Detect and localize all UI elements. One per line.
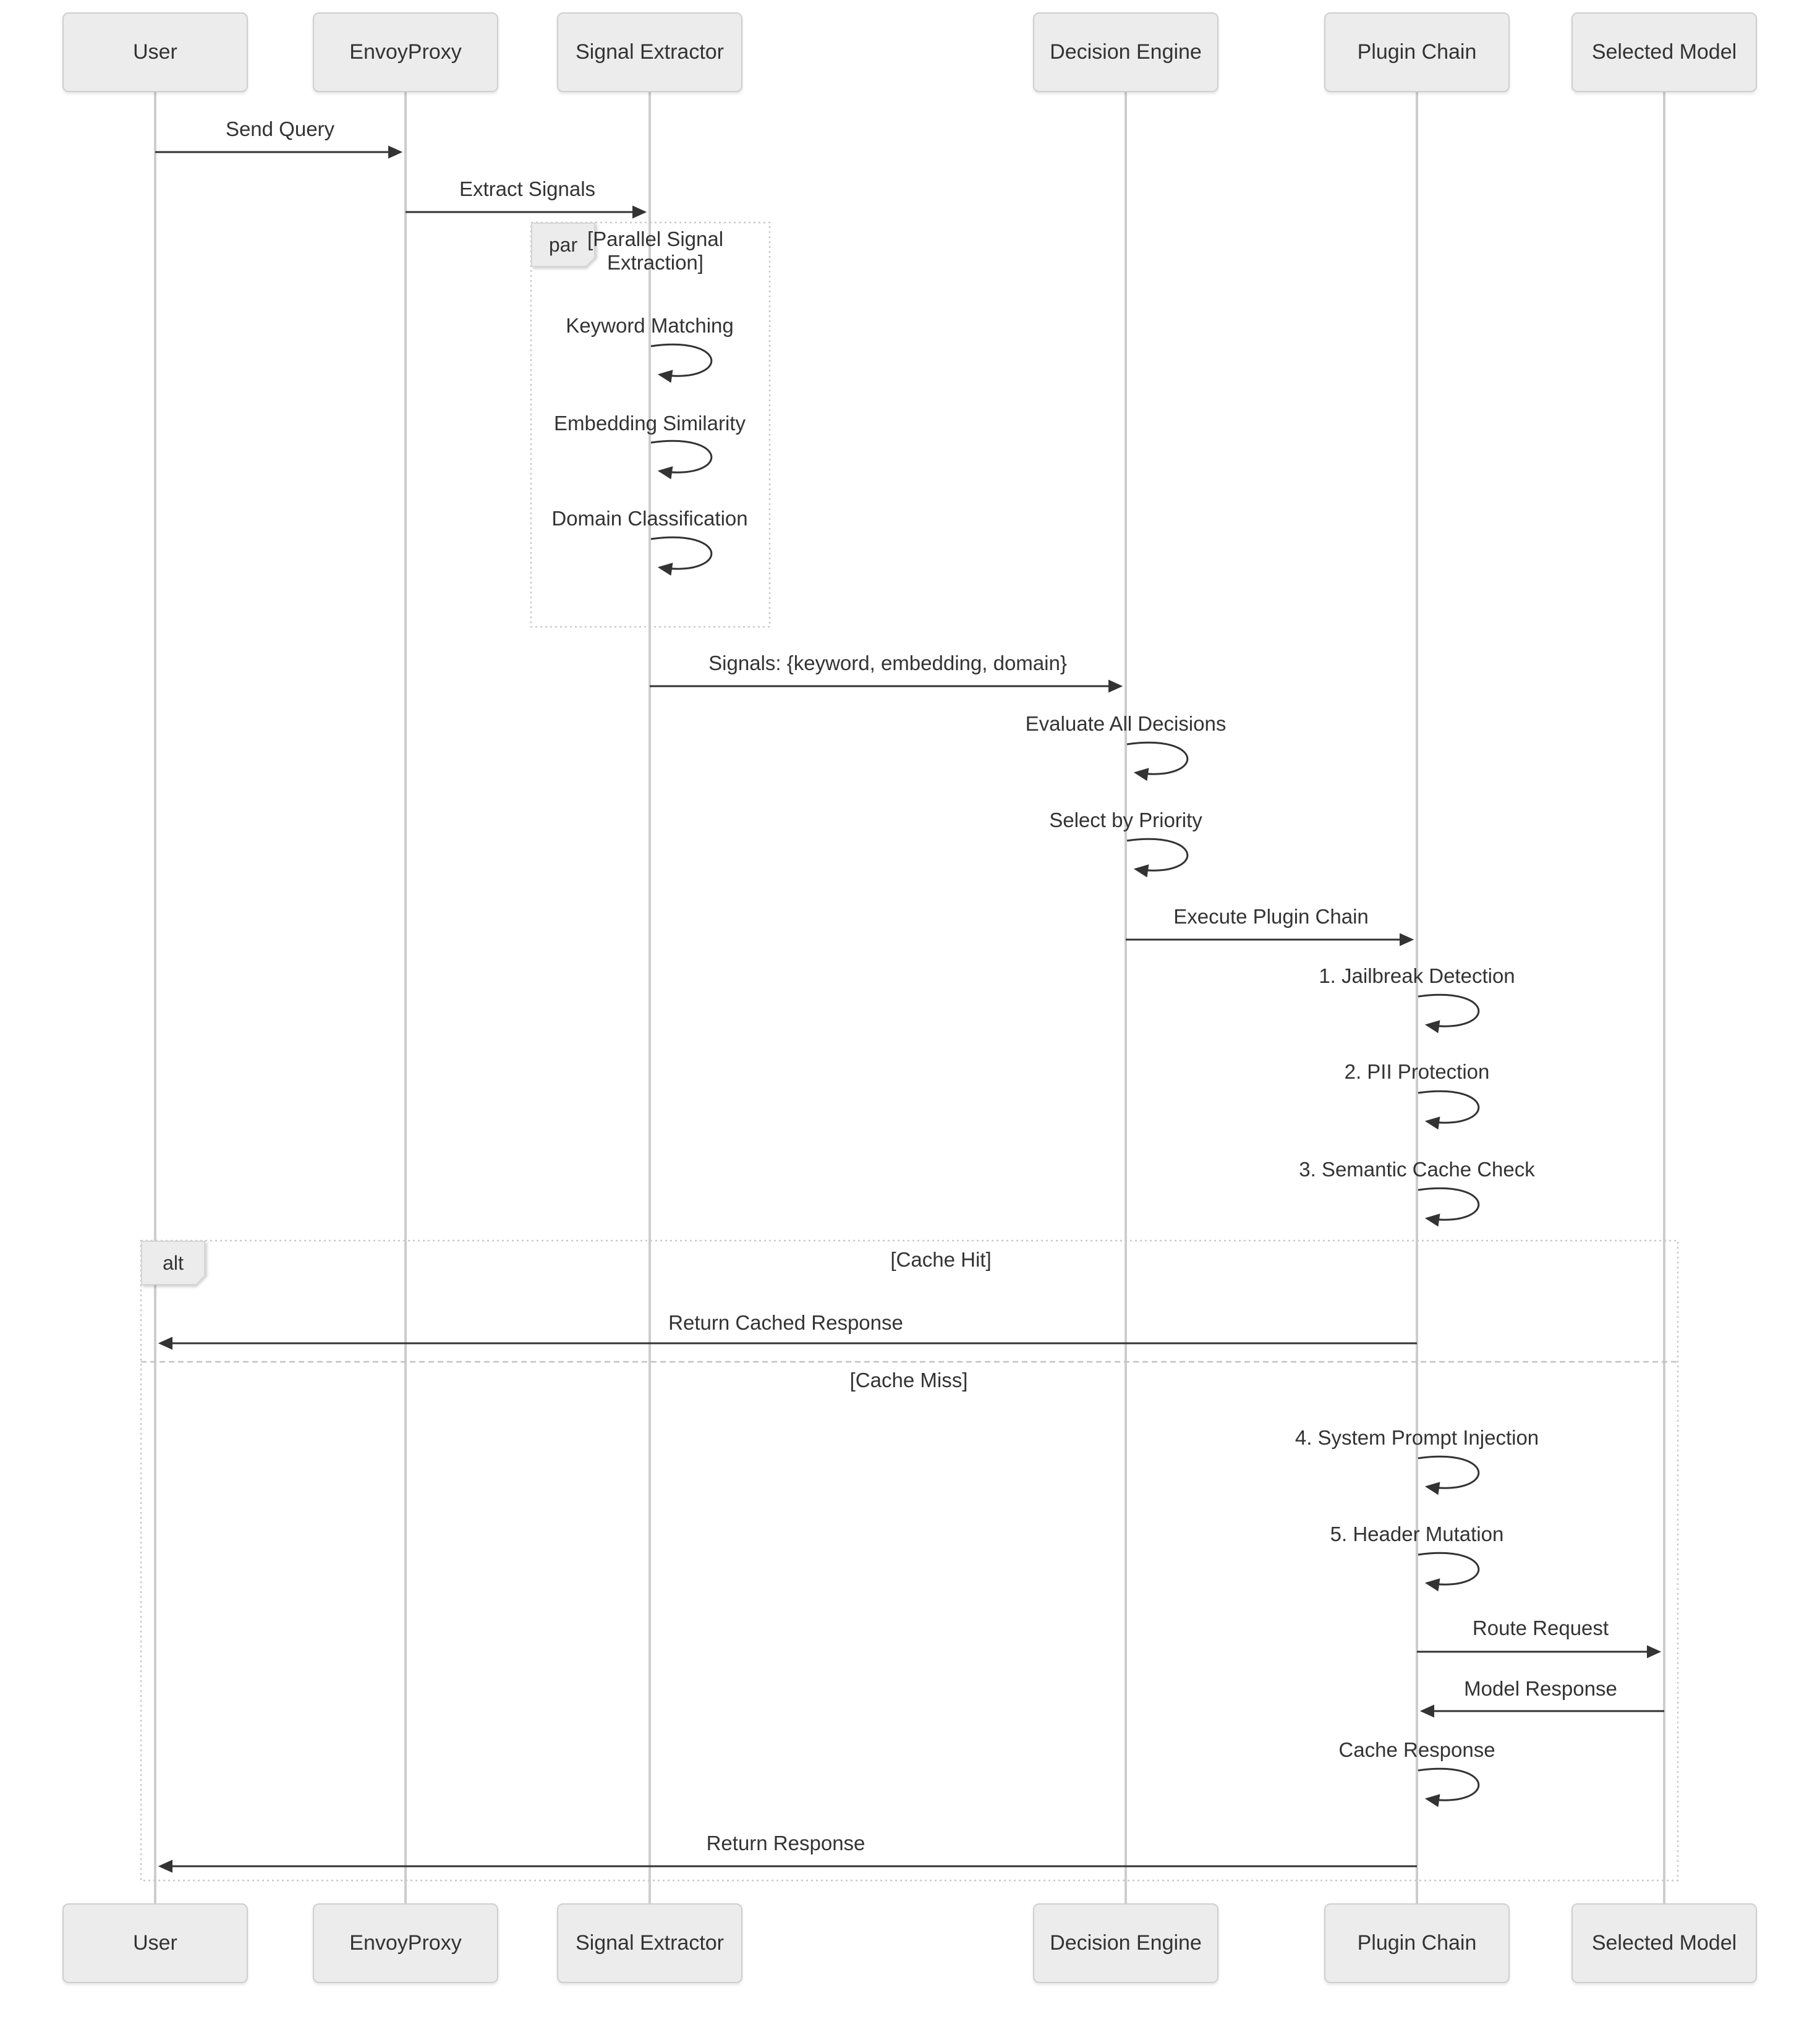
message-label-cache-response: Cache Response bbox=[1338, 1738, 1495, 1761]
self-arrow-embedding-similarity bbox=[650, 440, 713, 480]
actor-label: Signal Extractor bbox=[576, 40, 724, 64]
actor-label: Plugin Chain bbox=[1357, 1931, 1477, 1955]
message-label-evaluate-all-decisions: Evaluate All Decisions bbox=[1025, 712, 1227, 735]
actor-label: Selected Model bbox=[1591, 1931, 1737, 1955]
actor-top-plugin-chain: Plugin Chain bbox=[1324, 12, 1510, 92]
actor-bottom-plugin-chain: Plugin Chain bbox=[1324, 1903, 1510, 1983]
message-label-select-by-priority: Select by Priority bbox=[1049, 809, 1202, 831]
alt-fragment-label: alt bbox=[141, 1241, 205, 1285]
actor-bottom-decision-engine: Decision Engine bbox=[1033, 1903, 1218, 1983]
alt-condition-cache-hit: [Cache Hit] bbox=[890, 1248, 992, 1271]
actor-label: EnvoyProxy bbox=[349, 1931, 462, 1955]
actor-label: User bbox=[133, 1931, 177, 1955]
message-label-keyword-matching: Keyword Matching bbox=[566, 314, 734, 337]
actor-top-selected-model: Selected Model bbox=[1571, 12, 1757, 92]
actor-label: Decision Engine bbox=[1050, 1931, 1202, 1955]
self-arrow-evaluate-all-decisions bbox=[1126, 741, 1189, 781]
actor-label: Decision Engine bbox=[1050, 40, 1202, 64]
message-label-extract-signals: Extract Signals bbox=[459, 177, 596, 200]
actor-bottom-user: User bbox=[62, 1903, 248, 1983]
message-label-send-query: Send Query bbox=[225, 117, 335, 140]
actor-top-envoy-proxy: EnvoyProxy bbox=[313, 12, 498, 92]
lifeline-decision-engine bbox=[1125, 92, 1127, 1903]
par-frame-border bbox=[530, 221, 771, 628]
message-label-return-response: Return Response bbox=[706, 1832, 865, 1854]
self-arrow-system-prompt-injection bbox=[1418, 1455, 1480, 1495]
actor-top-decision-engine: Decision Engine bbox=[1033, 12, 1218, 92]
actor-label: EnvoyProxy bbox=[349, 40, 462, 64]
message-label-model-response: Model Response bbox=[1464, 1677, 1617, 1700]
message-label-execute-plugin-chain: Execute Plugin Chain bbox=[1173, 905, 1369, 928]
message-label-jailbreak-detection: 1. Jailbreak Detection bbox=[1319, 964, 1515, 987]
par-condition-label: [Parallel Signal Extraction] bbox=[587, 227, 724, 274]
message-label-system-prompt-injection: 4. System Prompt Injection bbox=[1295, 1426, 1539, 1449]
self-arrow-jailbreak-detection bbox=[1418, 993, 1480, 1034]
actor-bottom-selected-model: Selected Model bbox=[1571, 1903, 1757, 1983]
message-label-pii-protection: 2. PII Protection bbox=[1344, 1060, 1490, 1083]
lifeline-user bbox=[154, 92, 156, 1903]
lifeline-plugin-chain bbox=[1416, 92, 1418, 1903]
alt-frame-border bbox=[140, 1239, 1679, 1882]
alt-operator: alt bbox=[141, 1241, 205, 1285]
lifeline-signal-extractor bbox=[648, 92, 651, 1903]
actor-bottom-envoy-proxy: EnvoyProxy bbox=[313, 1903, 498, 1983]
self-arrow-domain-classification bbox=[650, 536, 713, 576]
message-label-embedding-similarity: Embedding Similarity bbox=[554, 412, 746, 435]
self-arrow-semantic-cache-check bbox=[1418, 1187, 1480, 1227]
actor-top-signal-extractor: Signal Extractor bbox=[557, 12, 742, 92]
message-label-return-cached-response: Return Cached Response bbox=[668, 1311, 903, 1334]
actor-bottom-signal-extractor: Signal Extractor bbox=[557, 1903, 742, 1983]
message-label-semantic-cache-check: 3. Semantic Cache Check bbox=[1299, 1158, 1535, 1181]
self-arrow-pii-protection bbox=[1418, 1090, 1480, 1130]
actor-label: Signal Extractor bbox=[576, 1931, 724, 1955]
par-operator: par bbox=[531, 223, 595, 267]
self-arrow-header-mutation bbox=[1418, 1552, 1480, 1592]
message-label-domain-classification: Domain Classification bbox=[551, 507, 748, 530]
par-fragment-label: par bbox=[531, 223, 595, 267]
message-label-signals-payload: Signals: {keyword, embedding, domain} bbox=[708, 652, 1067, 674]
message-label-header-mutation: 5. Header Mutation bbox=[1330, 1523, 1504, 1545]
message-label-route-request: Route Request bbox=[1472, 1617, 1609, 1639]
self-arrow-keyword-matching bbox=[650, 343, 713, 383]
actor-label: Selected Model bbox=[1591, 40, 1737, 64]
self-arrow-cache-response bbox=[1418, 1767, 1480, 1808]
actor-top-user: User bbox=[62, 12, 248, 92]
lifeline-envoy-proxy bbox=[404, 92, 407, 1903]
self-arrow-select-by-priority bbox=[1126, 838, 1189, 878]
actor-label: Plugin Chain bbox=[1357, 40, 1477, 64]
alt-condition-cache-miss: [Cache Miss] bbox=[849, 1369, 968, 1391]
lifeline-selected-model bbox=[1663, 92, 1665, 1903]
actor-label: User bbox=[133, 40, 177, 64]
